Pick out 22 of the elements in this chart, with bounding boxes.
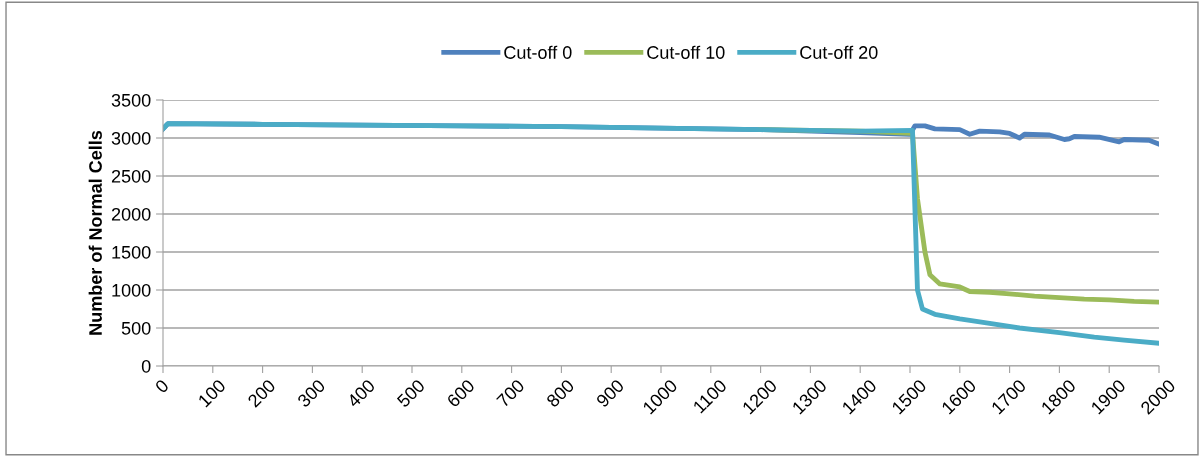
y-tick-label: 0 <box>141 359 151 373</box>
y-tick-label: 500 <box>121 321 151 335</box>
x-tick-label: 400 <box>346 378 376 409</box>
legend-label: Cut-off 10 <box>647 45 725 59</box>
x-tick-label: 600 <box>446 378 476 408</box>
y-tick-label: 2000 <box>111 207 151 221</box>
x-tick-label: 700 <box>495 378 526 408</box>
y-tick-label: 3000 <box>111 131 151 145</box>
y-tick-label: 2500 <box>111 169 151 183</box>
x-tick-label: 500 <box>396 378 426 408</box>
legend-label: Cut-off 20 <box>800 45 878 59</box>
x-tick-label: 0 <box>154 378 170 394</box>
x-tick-label: 300 <box>296 378 326 408</box>
x-tick-label: 100 <box>197 378 227 408</box>
y-tick-label: 1000 <box>112 283 151 297</box>
legend-label: Cut-off 0 <box>504 45 572 59</box>
x-tick-label: 200 <box>246 378 277 408</box>
y-tick-label: 3500 <box>111 93 151 107</box>
x-tick-label: 800 <box>545 378 575 408</box>
x-tick-label: 900 <box>595 378 625 408</box>
y-axis-title: Number of Normal Cells <box>88 130 102 335</box>
y-tick-label: 1500 <box>112 245 151 259</box>
